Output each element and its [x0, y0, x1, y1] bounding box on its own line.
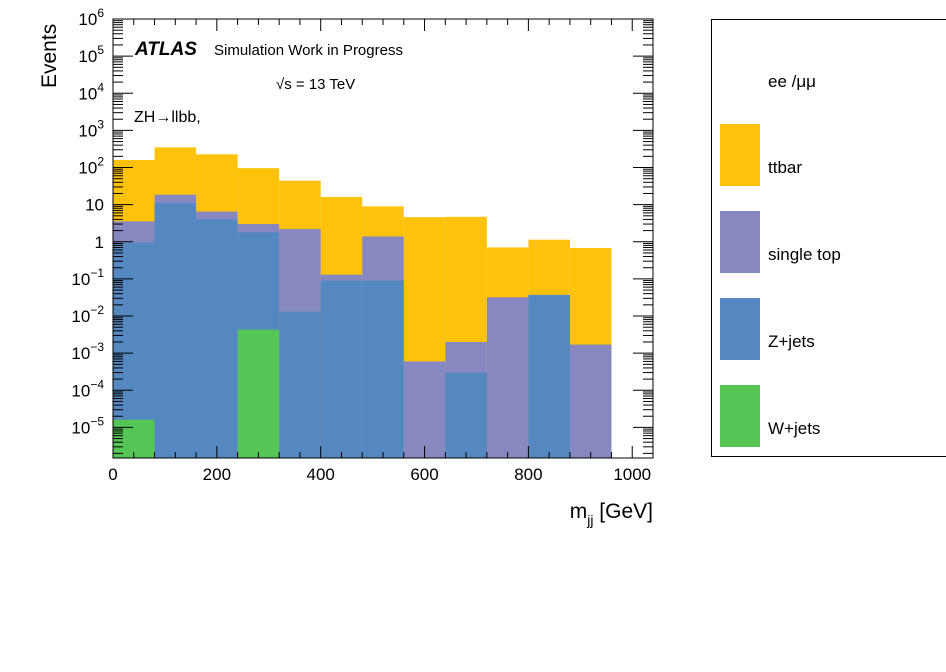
- svg-text:104: 104: [78, 80, 104, 103]
- x-tick-label: 1000: [613, 465, 651, 484]
- y-tick-label: 10−1: [71, 266, 104, 289]
- x-tick-label: 400: [307, 465, 335, 484]
- y-axis-ticks: 10−5 10−4 10−3 10−2 10−1 1 10 102 103 104 105 106: [71, 6, 653, 454]
- bar-z-jets-4: [279, 311, 321, 458]
- svg-text:10−3: 10−3: [71, 340, 104, 363]
- svg-text:105: 105: [78, 43, 104, 66]
- svg-text:103: 103: [78, 117, 104, 140]
- legend-label-single-top: single top: [768, 245, 841, 264]
- y-tick-label: 102: [78, 155, 104, 178]
- y-tick-label: 103: [78, 117, 104, 140]
- legend-swatch-z-jets: [720, 298, 760, 360]
- svg-text:10: 10: [85, 196, 104, 215]
- legend-label-w-jets: W+jets: [768, 419, 821, 438]
- x-tick-label: 200: [203, 465, 231, 484]
- x-tick-label: 0: [108, 465, 117, 484]
- y-tick-label: 106: [78, 6, 104, 29]
- bar-single-top-11: [569, 344, 612, 458]
- legend-label-ttbar: ttbar: [768, 158, 803, 177]
- y-tick-label: 10−5: [71, 414, 104, 437]
- legend: ee /μμ ttbar single top Z+jets W+jets: [711, 19, 946, 457]
- svg-text:106: 106: [78, 6, 104, 29]
- atlas-sublabel: Simulation Work in Progress: [214, 42, 403, 59]
- legend-swatch-single-top: [720, 211, 760, 273]
- bar-z-jets-10: [528, 294, 570, 458]
- legend-label-z-jets: Z+jets: [768, 332, 815, 351]
- svg-text:10−1: 10−1: [71, 266, 104, 289]
- y-tick-label: 10−4: [71, 377, 104, 400]
- legend-swatch-w-jets: [720, 385, 760, 447]
- svg-text:10−4: 10−4: [71, 377, 104, 400]
- x-axis-label: mjj [GeV]: [570, 500, 653, 528]
- y-axis-label: Events: [38, 24, 61, 88]
- x-axis-ticks: 0 200 400 600 800 1000: [108, 19, 654, 484]
- channel-label: ZH→llbb,: [134, 109, 201, 126]
- svg-text:10−5: 10−5: [71, 414, 104, 437]
- bar-single-top-9: [486, 297, 529, 458]
- svg-text:102: 102: [78, 155, 104, 178]
- x-tick-label: 600: [410, 465, 438, 484]
- svg-text:10−2: 10−2: [71, 303, 104, 326]
- bar-z-jets-6: [362, 280, 404, 458]
- y-tick-label: 105: [78, 43, 104, 66]
- atlas-label: ATLAS: [134, 39, 197, 60]
- legend-header: ee /μμ: [768, 72, 816, 91]
- y-tick-label: 1: [95, 233, 104, 252]
- bar-z-jets-1: [154, 203, 197, 458]
- y-tick-label: 104: [78, 80, 104, 103]
- legend-swatch-ttbar: [720, 124, 760, 186]
- bar-single-top-7: [403, 361, 446, 458]
- bar-z-jets-5: [320, 280, 363, 458]
- y-tick-label: 10−2: [71, 303, 104, 326]
- x-tick-label: 800: [514, 465, 542, 484]
- y-tick-label: 10: [85, 196, 104, 215]
- bar-z-jets-2: [196, 219, 238, 458]
- bar-w-jets-3: [237, 329, 280, 458]
- histogram-bars: [113, 147, 612, 458]
- svg-text:1: 1: [95, 233, 104, 252]
- y-tick-label: 10−3: [71, 340, 104, 363]
- bar-z-jets-8: [445, 372, 487, 458]
- energy-label: √s = 13 TeV: [276, 76, 355, 93]
